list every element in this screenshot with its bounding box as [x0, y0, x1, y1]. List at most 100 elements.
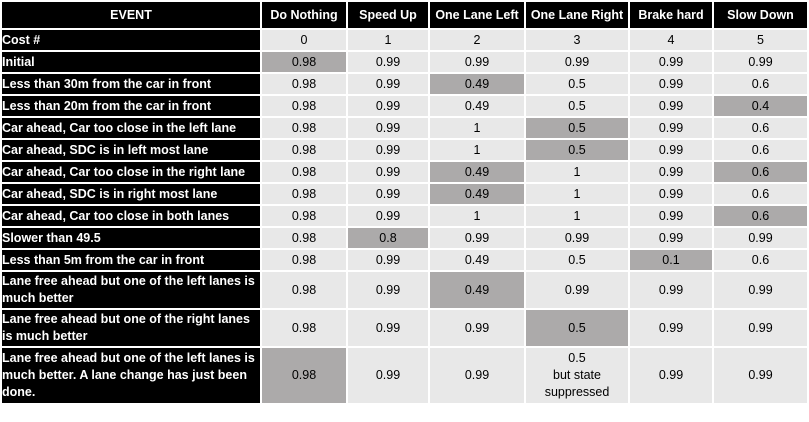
value-cell: 0.99 — [630, 162, 712, 182]
value-cell: 0.49 — [430, 96, 524, 116]
table-row: Less than 5m from the car in front 0.98 0.… — [2, 250, 807, 270]
value-cell: 1 — [526, 184, 628, 204]
table-row: Cost #0 1 2 3 4 5 — [2, 30, 807, 50]
value-cell: 1 — [526, 162, 628, 182]
value-cell: 0.6 — [714, 206, 807, 226]
value-cell: 0.99 — [526, 52, 628, 72]
event-cell: Lane free ahead but one of the left lane… — [2, 272, 260, 308]
value-cell: 0.6 — [714, 162, 807, 182]
value-cell: 0.99 — [630, 272, 712, 308]
value-cell: 1 — [430, 206, 524, 226]
value-cell: 0.6 — [714, 140, 807, 160]
value-cell: 0.98 — [262, 96, 346, 116]
value-cell: 0.99 — [348, 96, 428, 116]
value-cell: 0.99 — [348, 250, 428, 270]
value-cell: 0.99 — [430, 310, 524, 346]
value-cell: 0.6 — [714, 74, 807, 94]
value-cell: 0.98 — [262, 162, 346, 182]
value-cell: 0.98 — [262, 348, 346, 403]
value-cell: 0.99 — [714, 272, 807, 308]
value-cell: 0.99 — [630, 52, 712, 72]
header-slow-down: Slow Down — [714, 2, 807, 28]
value-cell: 0.99 — [430, 52, 524, 72]
value-cell: 4 — [630, 30, 712, 50]
value-cell: 0.99 — [526, 228, 628, 248]
value-cell: 0.99 — [630, 140, 712, 160]
header-brake-hard: Brake hard — [630, 2, 712, 28]
table-row: Less than 20m from the car in front 0.98 0… — [2, 96, 807, 116]
value-cell: 0.99 — [348, 162, 428, 182]
value-cell: 0.98 — [262, 52, 346, 72]
header-one-lane-left: One Lane Left — [430, 2, 524, 28]
value-cell: 0.8 — [348, 228, 428, 248]
value-cell: 3 — [526, 30, 628, 50]
value-cell: 0.5 — [526, 140, 628, 160]
table-body: Cost #0 1 2 3 4 5 Initial 0.98 0.99 0.99 0.99 0.99 0… — [2, 30, 807, 403]
value-cell: 0.4 — [714, 96, 807, 116]
value-cell: 0.5 — [526, 310, 628, 346]
table-row: Car ahead, SDC is in left most lane 0.98 0… — [2, 140, 807, 160]
value-cell: 0.99 — [630, 74, 712, 94]
event-cell: Lane free ahead but one of the right lan… — [2, 310, 260, 346]
value-cell: 0.98 — [262, 118, 346, 138]
value-cell: 0.5 but state suppressed — [526, 348, 628, 403]
value-cell: 0.99 — [630, 348, 712, 403]
value-cell: 0.99 — [714, 310, 807, 346]
value-cell: 0.99 — [430, 228, 524, 248]
value-cell: 0.99 — [714, 228, 807, 248]
value-cell: 0.99 — [348, 272, 428, 308]
table-row: Less than 30m from the car in front 0.98 0… — [2, 74, 807, 94]
value-cell: 0.99 — [348, 52, 428, 72]
value-cell: 0.49 — [430, 250, 524, 270]
table-row: Slower than 49.5 0.98 0.8 0.99 0.99 0.99 0.99 — [2, 228, 807, 248]
value-cell: 0.98 — [262, 250, 346, 270]
value-cell: 1 — [430, 118, 524, 138]
value-cell: 0.99 — [630, 206, 712, 226]
event-cell: Slower than 49.5 — [2, 228, 260, 248]
event-cell: Car ahead, SDC is in right most lane — [2, 184, 260, 204]
value-cell: 0.6 — [714, 118, 807, 138]
value-cell: 0.98 — [262, 228, 346, 248]
cost-table: EVENT Do Nothing Speed Up One Lane Left … — [2, 2, 807, 403]
table-row: Car ahead, SDC is in right most lane 0.98… — [2, 184, 807, 204]
event-cell: Car ahead, Car too close in the right la… — [2, 162, 260, 182]
table-row: Initial 0.98 0.99 0.99 0.99 0.99 0.99 — [2, 52, 807, 72]
value-cell: 0.99 — [630, 118, 712, 138]
value-cell: 0.99 — [526, 272, 628, 308]
value-cell: 0.98 — [262, 272, 346, 308]
value-cell: 0.6 — [714, 184, 807, 204]
event-cell: Car ahead, Car too close in both lanes — [2, 206, 260, 226]
value-cell: 1 — [526, 206, 628, 226]
header-row: EVENT Do Nothing Speed Up One Lane Left … — [2, 2, 807, 28]
table-row: Lane free ahead but one of the left lane… — [2, 348, 807, 403]
value-cell: 0.99 — [348, 310, 428, 346]
value-cell: 0.99 — [430, 348, 524, 403]
value-cell: 0.5 — [526, 118, 628, 138]
value-cell: 0.99 — [348, 348, 428, 403]
value-cell: 0.99 — [630, 184, 712, 204]
value-cell: 0.49 — [430, 272, 524, 308]
value-cell: 0.5 — [526, 96, 628, 116]
value-cell: 0.5 — [526, 74, 628, 94]
value-cell: 0.6 — [714, 250, 807, 270]
event-cell: Cost # — [2, 30, 260, 50]
header-do-nothing: Do Nothing — [262, 2, 346, 28]
header-one-lane-right: One Lane Right — [526, 2, 628, 28]
table-row: Lane free ahead but one of the left lane… — [2, 272, 807, 308]
value-cell: 0.99 — [348, 74, 428, 94]
value-cell: 0.99 — [348, 140, 428, 160]
value-cell: 1 — [430, 140, 524, 160]
value-cell: 0.98 — [262, 206, 346, 226]
table-row: Lane free ahead but one of the right lan… — [2, 310, 807, 346]
value-cell: 0.98 — [262, 184, 346, 204]
event-cell: Less than 5m from the car in front — [2, 250, 260, 270]
value-cell: 0.99 — [714, 52, 807, 72]
value-cell: 0.99 — [714, 348, 807, 403]
table-row: Car ahead, Car too close in the left lan… — [2, 118, 807, 138]
event-cell: Car ahead, Car too close in the left lan… — [2, 118, 260, 138]
header-event: EVENT — [2, 2, 260, 28]
table-row: Car ahead, Car too close in both lanes 0.… — [2, 206, 807, 226]
value-cell: 0.5 — [526, 250, 628, 270]
value-cell: 0.1 — [630, 250, 712, 270]
value-cell: 1 — [348, 30, 428, 50]
